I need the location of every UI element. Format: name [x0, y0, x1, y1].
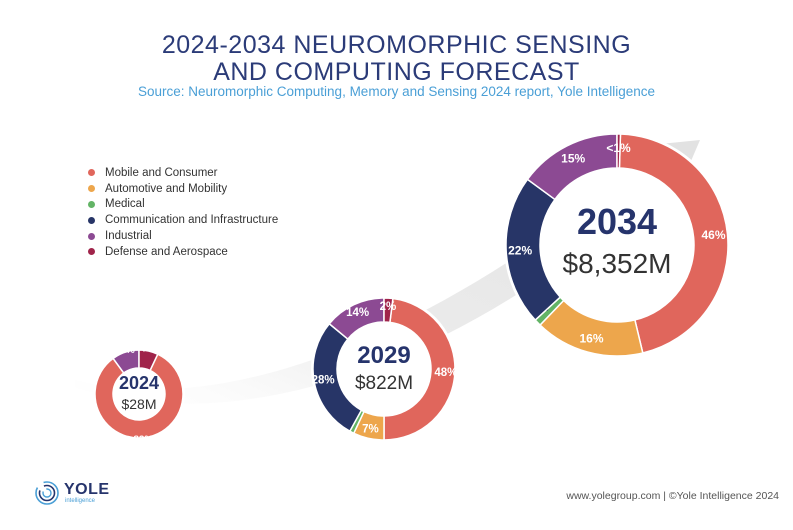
donut-2034-segment-mobile-and-consumer — [618, 133, 729, 354]
legend-dot — [88, 169, 95, 177]
legend-label: Defense and Aerospace — [105, 245, 228, 258]
legend-item-medical: Medical — [88, 197, 278, 213]
legend-dot — [88, 232, 95, 240]
chart-title: 2024-2034 NEUROMORPHIC SENSING AND COMPU… — [0, 32, 793, 86]
legend-item-industrial: Industrial — [88, 228, 278, 244]
footer-credit[interactable]: www.yolegroup.com | ©Yole Intelligence 2… — [566, 490, 779, 502]
donut-value: $8,352M — [563, 248, 672, 279]
donut-year: 2029 — [357, 342, 410, 369]
logo-sub: intelligence — [65, 498, 96, 504]
donut-2034-segment-defense-and-aerospace — [616, 133, 622, 169]
donut-2024-segment-mobile-and-consumer — [94, 353, 184, 439]
donut-2034-label: 22% — [508, 243, 532, 257]
donut-year: 2024 — [119, 373, 159, 393]
donut-2034-label: 16% — [580, 332, 604, 346]
donut-2029-segment-mobile-and-consumer — [383, 297, 456, 441]
donut-2029: 48%7%1%28%14%2%2029$822M — [311, 296, 457, 442]
legend: Mobile and Consumer Automotive and Mobil… — [88, 165, 278, 260]
donut-2024-label: 10% — [115, 345, 135, 356]
legend-item-automotive: Automotive and Mobility — [88, 181, 278, 197]
legend-label: Mobile and Consumer — [105, 166, 218, 179]
legend-dot — [88, 248, 95, 256]
legend-item-communication: Communication and Infrastructure — [88, 212, 278, 228]
donut-2029-label: 28% — [312, 375, 335, 387]
donut-2029-label: 7% — [362, 424, 379, 436]
donut-2029-label: 48% — [434, 367, 457, 379]
donut-year: 2034 — [577, 201, 657, 242]
donut-2034-label: 46% — [701, 228, 725, 242]
legend-label: Industrial — [105, 230, 152, 243]
legend-item-mobile: Mobile and Consumer — [88, 165, 278, 181]
donut-2029-label: 2% — [380, 301, 397, 313]
donut-value: $28M — [121, 396, 156, 412]
donut-value: $822M — [355, 373, 413, 394]
yole-swirl-icon — [35, 481, 59, 505]
yole-logo[interactable]: YOLE intelligence — [34, 480, 110, 506]
legend-label: Medical — [105, 198, 145, 211]
donut-2024-label: 7% — [142, 344, 157, 355]
legend-item-defense: Defense and Aerospace — [88, 244, 278, 260]
donut-2024-label: 83% — [133, 434, 153, 445]
legend-dot — [88, 216, 95, 224]
chart-title-line2: AND COMPUTING FORECAST — [213, 58, 580, 86]
donut-2024: 83% 10% 7% 2024 $28M — [93, 344, 185, 445]
legend-dot — [88, 185, 95, 193]
donut-2029-segment-defense-and-aerospace — [383, 297, 394, 324]
donut-2024-segment-defense-and-aerospace — [138, 349, 159, 372]
legend-label: Automotive and Mobility — [105, 182, 228, 195]
logo-name: YOLE — [64, 481, 110, 498]
donut-2034-label: <1% — [606, 141, 631, 155]
chart-subtitle: Source: Neuromorphic Computing, Memory a… — [137, 84, 656, 99]
donut-2029-label: 14% — [346, 307, 369, 319]
donut-2034: 46%16%1%22%15%<1%2034$8,352M — [504, 132, 730, 358]
legend-label: Communication and Infrastructure — [105, 214, 279, 227]
legend-dot — [88, 200, 95, 208]
chart-title-line1: 2024-2034 NEUROMORPHIC SENSING — [161, 31, 632, 59]
donut-2034-label: 15% — [561, 151, 585, 165]
